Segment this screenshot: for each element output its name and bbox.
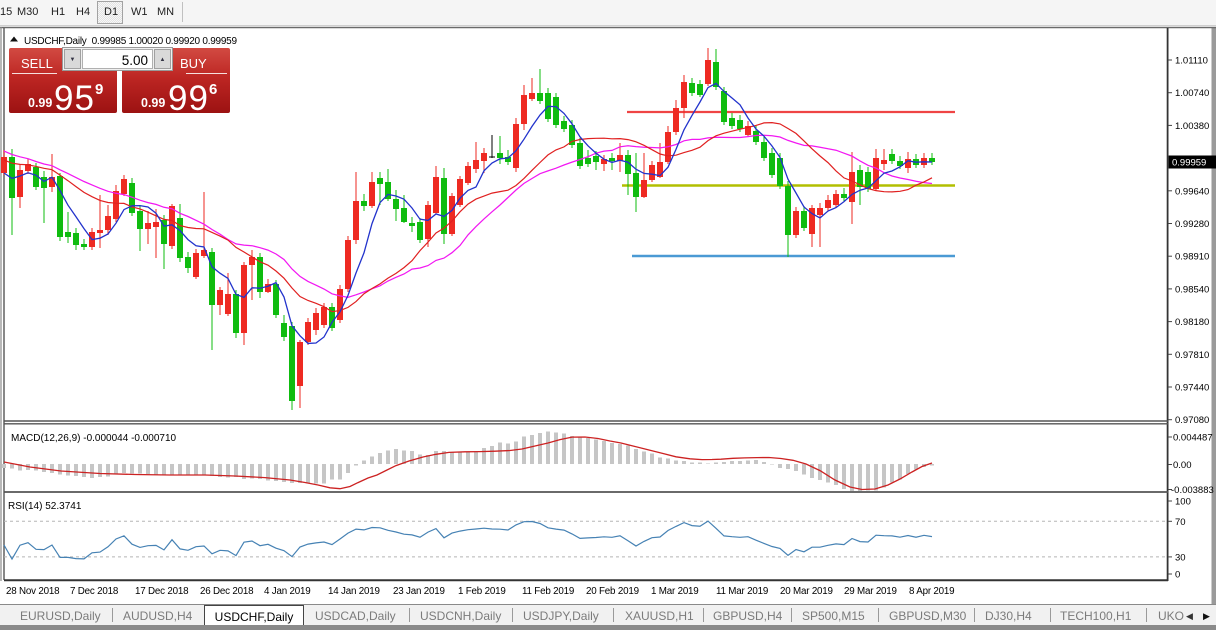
svg-text:4 Jan 2019: 4 Jan 2019 <box>264 586 310 597</box>
svg-text:USDCHF,Daily 0.99985 1.00020: USDCHF,Daily 0.99985 1.00020 0.99920 0.9… <box>24 36 237 47</box>
svg-text:7 Dec 2018: 7 Dec 2018 <box>70 586 119 597</box>
svg-text:0.97080: 0.97080 <box>1175 415 1209 426</box>
svg-text:1.01110: 1.01110 <box>1175 56 1208 67</box>
svg-text:0.97810: 0.97810 <box>1175 350 1209 361</box>
svg-text:100: 100 <box>1175 497 1191 508</box>
svg-text:20 Feb 2019: 20 Feb 2019 <box>586 586 639 597</box>
svg-text:14 Jan 2019: 14 Jan 2019 <box>328 586 380 597</box>
svg-text:11 Mar 2019: 11 Mar 2019 <box>716 586 768 597</box>
svg-text:0.97440: 0.97440 <box>1175 383 1209 394</box>
svg-text:30: 30 <box>1175 552 1186 563</box>
svg-text:0.98540: 0.98540 <box>1175 284 1209 295</box>
svg-text:0.98910: 0.98910 <box>1175 252 1209 263</box>
svg-text:17 Dec 2018: 17 Dec 2018 <box>135 586 189 597</box>
svg-text:0.00: 0.00 <box>1173 460 1192 471</box>
svg-text:1 Feb 2019: 1 Feb 2019 <box>458 586 506 597</box>
svg-text:0.99640: 0.99640 <box>1175 186 1209 197</box>
svg-text:29 Mar 2019: 29 Mar 2019 <box>844 586 897 597</box>
svg-text:0.98180: 0.98180 <box>1175 317 1209 328</box>
svg-text:23 Jan 2019: 23 Jan 2019 <box>393 586 445 597</box>
svg-text:20 Mar 2019: 20 Mar 2019 <box>780 586 833 597</box>
svg-text:0.004487: 0.004487 <box>1173 433 1213 444</box>
svg-text:1 Mar 2019: 1 Mar 2019 <box>651 586 699 597</box>
svg-text:0.99280: 0.99280 <box>1175 219 1209 230</box>
svg-text:26 Dec 2018: 26 Dec 2018 <box>200 586 254 597</box>
svg-text:1.00380: 1.00380 <box>1175 121 1209 132</box>
svg-text:8 Apr 2019: 8 Apr 2019 <box>909 586 954 597</box>
svg-text:1.00740: 1.00740 <box>1175 88 1209 99</box>
svg-text:0: 0 <box>1175 570 1180 581</box>
svg-text:RSI(14) 52.3741: RSI(14) 52.3741 <box>8 501 82 512</box>
svg-text:0.99959: 0.99959 <box>1172 158 1206 169</box>
svg-text:-0.003883: -0.003883 <box>1171 485 1214 496</box>
svg-text:28 Nov 2018: 28 Nov 2018 <box>6 586 60 597</box>
svg-text:11 Feb 2019: 11 Feb 2019 <box>522 586 574 597</box>
svg-text:MACD(12,26,9) -0.000044 -0.000: MACD(12,26,9) -0.000044 -0.000710 <box>11 433 177 444</box>
svg-text:70: 70 <box>1175 517 1186 528</box>
